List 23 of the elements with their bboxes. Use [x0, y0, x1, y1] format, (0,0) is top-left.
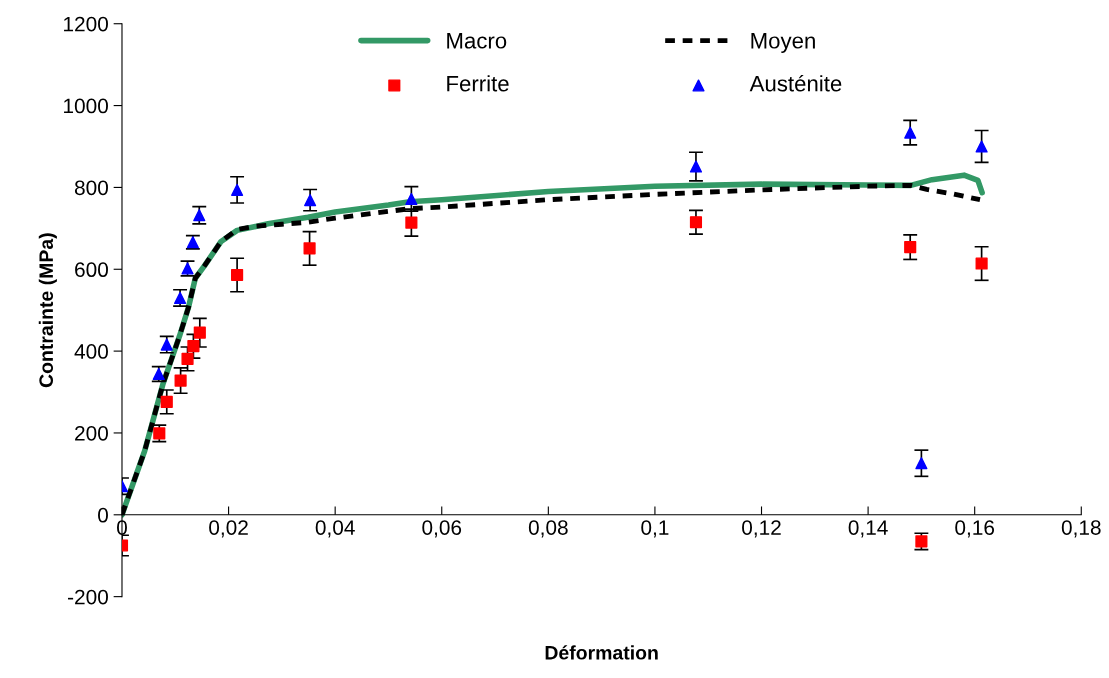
legend-label: Austénite — [749, 74, 842, 92]
y-tick-label: 800 — [74, 180, 108, 196]
y-tick-label: -200 — [68, 589, 108, 605]
x-tick-label: 0,02 — [209, 520, 248, 538]
legend-label: Macro — [447, 33, 507, 49]
y-tick-label: 600 — [75, 262, 108, 278]
x-tick-label: 0,18 — [1061, 520, 1101, 538]
x-tick-label: 0,04 — [315, 520, 355, 538]
x-axis-title: Déformation — [545, 645, 658, 660]
x-tick-label: 0,08 — [528, 520, 568, 538]
y-tick-label: 200 — [75, 425, 108, 441]
x-tick-label: 0,16 — [955, 520, 995, 538]
x-tick-label: 0,12 — [742, 520, 781, 538]
y-tick-label: 1000 — [64, 98, 108, 114]
x-tick-label: 0,14 — [848, 520, 888, 538]
x-tick-label: 0,1 — [641, 520, 669, 538]
x-tick-label: 0,06 — [422, 520, 462, 538]
y-axis-title: Contrainte (MPa) — [38, 233, 57, 388]
legend-label: Ferrite — [447, 75, 509, 92]
y-tick-label: 1200 — [64, 16, 108, 32]
y-tick-label: 0 — [98, 507, 108, 523]
legend-label: Moyen — [751, 33, 815, 53]
y-tick-label: 400 — [74, 344, 108, 359]
